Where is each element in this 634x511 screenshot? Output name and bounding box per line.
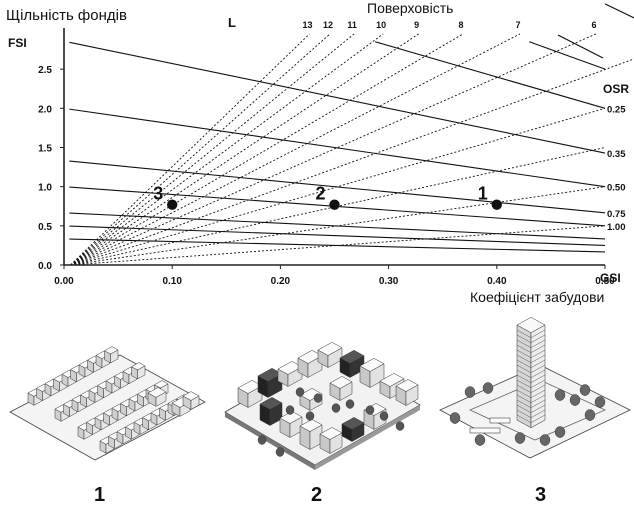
layer-line-label: 9 — [414, 20, 419, 30]
x-tick-label: 0.40 — [487, 276, 507, 287]
axes: 0.00 0.10 0.20 0.30 0.40 0.50 0.0 0.5 1.0 1.5 2.0 2… — [38, 28, 615, 287]
osr-line — [69, 108, 606, 188]
illustration-3-label: 3 — [535, 484, 547, 506]
layer-line-label: 13 — [303, 20, 313, 30]
y-tick-label: 2.0 — [38, 104, 52, 115]
illustration-1-label: 1 — [94, 484, 106, 506]
x-tick-label: 0.50 — [595, 276, 615, 287]
osr-line-label: 0.35 — [607, 149, 626, 160]
y-axis-symbol: FSI — [8, 36, 27, 50]
data-point-label: 2 — [315, 184, 325, 204]
building-blocks — [237, 342, 419, 454]
data-point — [329, 199, 340, 210]
x-axis-symbol: GSI — [600, 271, 621, 285]
house-rows — [27, 346, 200, 454]
layer-line-label: 7 — [515, 20, 520, 30]
y-tick-label: 1.0 — [38, 183, 52, 194]
y-axis-title: Щільність фондів — [6, 7, 127, 24]
x-axis-title: Коефіцієнт забудови — [470, 289, 604, 305]
y-tick-label: 0.5 — [38, 222, 52, 233]
osr-line — [374, 41, 606, 109]
osr-line-label: 0.25 — [607, 104, 626, 115]
trees — [257, 387, 405, 457]
layer-line-label: 10 — [376, 20, 386, 30]
data-point — [167, 199, 178, 210]
illustration-2-label: 2 — [311, 484, 323, 506]
osr-line — [69, 41, 606, 154]
y-tick-label: 2.5 — [38, 65, 52, 76]
layer-line — [70, 33, 597, 266]
layer-line — [70, 33, 331, 266]
layer-line — [70, 33, 464, 266]
layer-line — [70, 33, 355, 266]
osr-title: OSR — [603, 82, 629, 96]
x-tick-label: 0.10 — [162, 276, 182, 287]
layer-lines: 1312111098765 — [70, 20, 634, 266]
osr-indicator — [557, 34, 604, 59]
data-points: 1 2 3 — [153, 184, 502, 210]
osr-line — [69, 212, 606, 240]
illustration-1-low-rise-rows — [9, 346, 206, 461]
osr-line — [529, 41, 606, 70]
layer-line-label: 8 — [458, 20, 463, 30]
illustration-3-tower — [439, 317, 631, 459]
tower-building — [469, 317, 546, 434]
osr-line — [69, 225, 606, 246]
trees — [449, 382, 606, 446]
osr-line — [69, 160, 606, 214]
layer-line — [70, 33, 384, 266]
chart-labels: Щільність фондів FSI Поверховість L OSR … — [6, 0, 629, 305]
layer-line — [70, 33, 521, 266]
osr-line — [69, 238, 606, 253]
x-tick-label: 0.00 — [54, 276, 74, 287]
data-point — [491, 199, 502, 210]
data-point-label: 1 — [478, 184, 488, 204]
layer-line — [70, 33, 419, 266]
layer-line — [70, 225, 606, 266]
osr-line-label: 1.00 — [607, 222, 626, 233]
osr-line-label: 0.75 — [607, 209, 626, 220]
x-tick-label: 0.20 — [271, 276, 291, 287]
data-point-label: 3 — [153, 184, 163, 204]
illustration-2-perimeter-blocks — [224, 342, 421, 470]
osr-line — [604, 3, 634, 19]
layer-line-label: 6 — [591, 20, 596, 30]
layers-title: Поверховість — [367, 0, 453, 16]
layer-line — [70, 33, 310, 266]
y-tick-label: 1.5 — [38, 144, 52, 155]
layers-symbol: L — [228, 15, 236, 30]
layer-line — [70, 58, 634, 266]
layer-line-label: 11 — [347, 20, 357, 30]
osr-line-label: 0.50 — [607, 183, 626, 194]
x-tick-label: 0.30 — [379, 276, 399, 287]
layer-line-label: 12 — [323, 20, 333, 30]
osr-lines: 0.25 0.35 0.50 0.75 1.00 — [69, 3, 634, 253]
y-tick-label: 0.0 — [38, 261, 52, 272]
